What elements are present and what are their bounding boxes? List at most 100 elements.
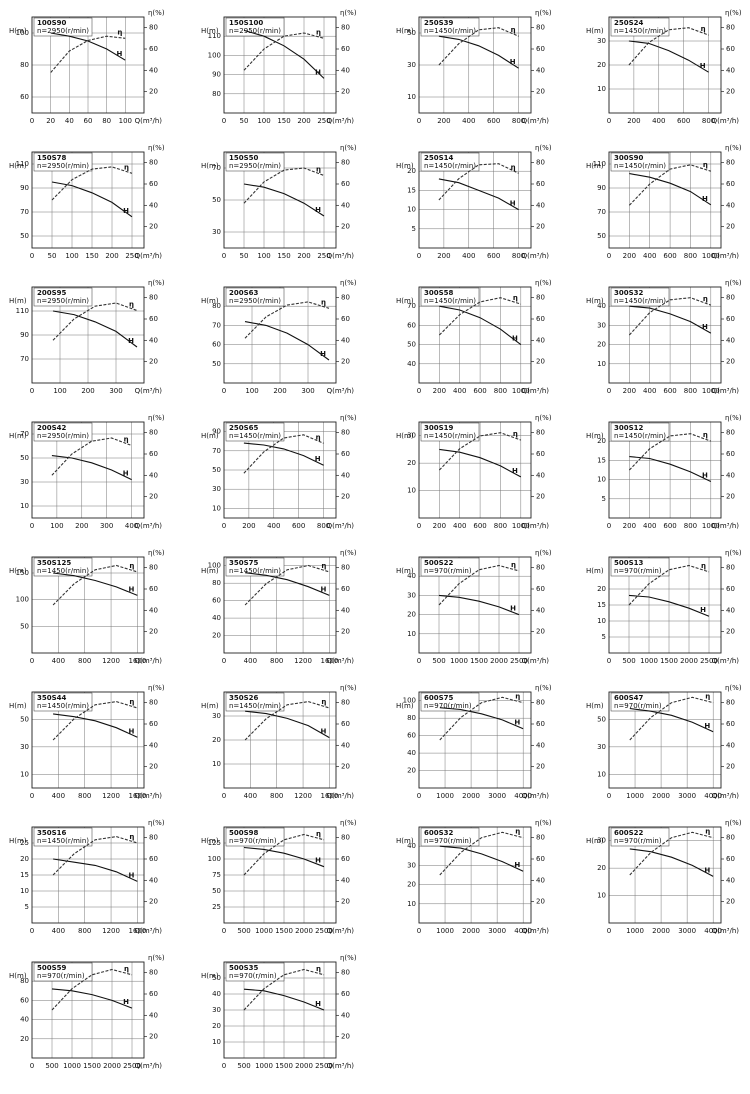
series-line xyxy=(51,437,132,476)
series-line xyxy=(438,594,520,616)
y2-tick-label: 60 xyxy=(341,990,350,998)
y-tick-label: 10 xyxy=(407,93,416,101)
y2-axis-label: η(%) xyxy=(148,549,165,557)
x-tick-label: 400 xyxy=(643,387,656,395)
x-tick-label: 800 xyxy=(684,387,697,395)
y2-tick-label: 40 xyxy=(726,741,735,749)
x-tick-label: 100 xyxy=(245,387,258,395)
x-tick-label: 200 xyxy=(105,252,118,260)
y-tick-label: 20 xyxy=(407,881,416,889)
y-axis-label: H(m) xyxy=(9,27,27,35)
plot-frame xyxy=(223,421,337,519)
x-tick-label: 2000 xyxy=(295,927,313,935)
y-tick-label: 60 xyxy=(407,321,416,329)
y-axis-label: H(m) xyxy=(201,972,219,980)
series-line xyxy=(51,988,133,1009)
y-tick-label: 50 xyxy=(212,974,221,982)
x-tick-label: 50 xyxy=(240,252,249,260)
y2-tick-label: 20 xyxy=(341,358,350,366)
series-line xyxy=(52,564,138,606)
pump-chart: 0 400 800 1200 1600 20 40 60 80 100 20 40 60 80 H(m) η(… xyxy=(201,549,357,665)
title-box xyxy=(610,287,670,307)
y2-tick-label: 60 xyxy=(536,45,545,53)
title-box xyxy=(33,557,93,577)
pump-chart: 0 400 800 1200 1600 10 20 30 20 40 60 80 H(m) η(%) Q(m… xyxy=(201,684,357,800)
x-tick-label: 200 xyxy=(433,522,446,530)
chart-title: 150S50 xyxy=(229,154,259,162)
series-line xyxy=(244,321,330,361)
y2-tick-label: 60 xyxy=(536,450,545,458)
series-line xyxy=(51,181,133,218)
title-box xyxy=(33,692,93,712)
series-label: η xyxy=(316,165,321,173)
x-tick-label: 2000 xyxy=(490,657,508,665)
x-tick-label: 200 xyxy=(623,252,636,260)
x-axis-label: Q(m³/h) xyxy=(712,522,740,530)
chart-title: 300S12 xyxy=(614,424,644,432)
series-label: H xyxy=(704,866,710,874)
chart-title: 600S22 xyxy=(614,829,644,837)
x-tick-label: 200 xyxy=(81,387,94,395)
y-tick-label: 50 xyxy=(212,196,221,204)
x-tick-label: 1000 xyxy=(255,1062,273,1070)
pump-chart: 0 200 400 600 800 1000 50 70 90 110 20 40 60 80 H(m) η(… xyxy=(586,144,742,260)
y-tick-label: 10 xyxy=(20,502,29,510)
y-tick-label: 5 xyxy=(412,225,416,233)
x-tick-label: 2500 xyxy=(510,657,528,665)
chart-title: 250S14 xyxy=(424,154,454,162)
y2-tick-label: 40 xyxy=(536,876,545,884)
chart-title: 350S26 xyxy=(229,694,259,702)
x-tick-label: 1600 xyxy=(128,792,146,800)
y-tick-label: 80 xyxy=(212,579,221,587)
x-tick-label: 1200 xyxy=(102,792,120,800)
series-line xyxy=(243,29,325,79)
x-tick-label: 400 xyxy=(52,657,65,665)
y2-tick-label: 20 xyxy=(149,88,158,96)
title-box xyxy=(420,692,480,712)
y-tick-label: 60 xyxy=(212,341,221,349)
y-tick-label: 30 xyxy=(597,743,606,751)
series-label: η xyxy=(511,163,516,171)
y2-axis-label: η(%) xyxy=(340,414,357,422)
x-axis-label: Q(m³/h) xyxy=(135,792,163,800)
chart-subtitle: n=1450(r/min) xyxy=(614,27,666,35)
y-tick-label: 25 xyxy=(20,839,29,847)
x-tick-label: 100 xyxy=(50,522,63,530)
y-tick-label: 10 xyxy=(407,630,416,638)
y2-tick-label: 80 xyxy=(536,564,545,572)
y-tick-label: 50 xyxy=(597,232,606,240)
series-line xyxy=(243,167,325,204)
y2-tick-label: 20 xyxy=(726,358,735,366)
y2-tick-label: 20 xyxy=(536,493,545,501)
x-tick-label: 1000 xyxy=(702,522,720,530)
y-axis-label: H(m) xyxy=(9,297,27,305)
y-tick-label: 80 xyxy=(212,90,221,98)
y-tick-label: 30 xyxy=(212,712,221,720)
x-tick-label: 400 xyxy=(125,522,138,530)
y2-axis-label: η(%) xyxy=(725,684,742,692)
series-line xyxy=(439,297,521,336)
plot-frame xyxy=(223,151,337,249)
y-axis-label: H(m) xyxy=(9,837,27,845)
pump-chart: 0 200 400 600 800 5 10 15 20 20 40 60 80 H(m) η(%) Q(m³… xyxy=(396,144,552,260)
y2-tick-label: 20 xyxy=(536,898,545,906)
x-tick-label: 3000 xyxy=(678,927,696,935)
x-tick-label: 800 xyxy=(702,117,715,125)
x-tick-label: 250 xyxy=(317,252,330,260)
x-tick-label: 1200 xyxy=(294,657,312,665)
y-tick-label: 100 xyxy=(403,697,416,705)
x-tick-label: 400 xyxy=(462,252,475,260)
series-line xyxy=(53,572,138,596)
chart-title: 250S39 xyxy=(424,19,454,27)
x-tick-label: 0 xyxy=(30,387,34,395)
y-tick-label: 30 xyxy=(407,591,416,599)
y2-tick-label: 60 xyxy=(149,720,158,728)
plot-frame xyxy=(418,691,532,789)
x-tick-label: 200 xyxy=(437,252,450,260)
x-tick-label: 4000 xyxy=(704,792,722,800)
y-tick-label: 20 xyxy=(597,585,606,593)
y2-tick-label: 20 xyxy=(536,628,545,636)
x-tick-label: 2000 xyxy=(103,1062,121,1070)
y2-tick-label: 60 xyxy=(341,855,350,863)
y2-tick-label: 20 xyxy=(149,1033,158,1041)
